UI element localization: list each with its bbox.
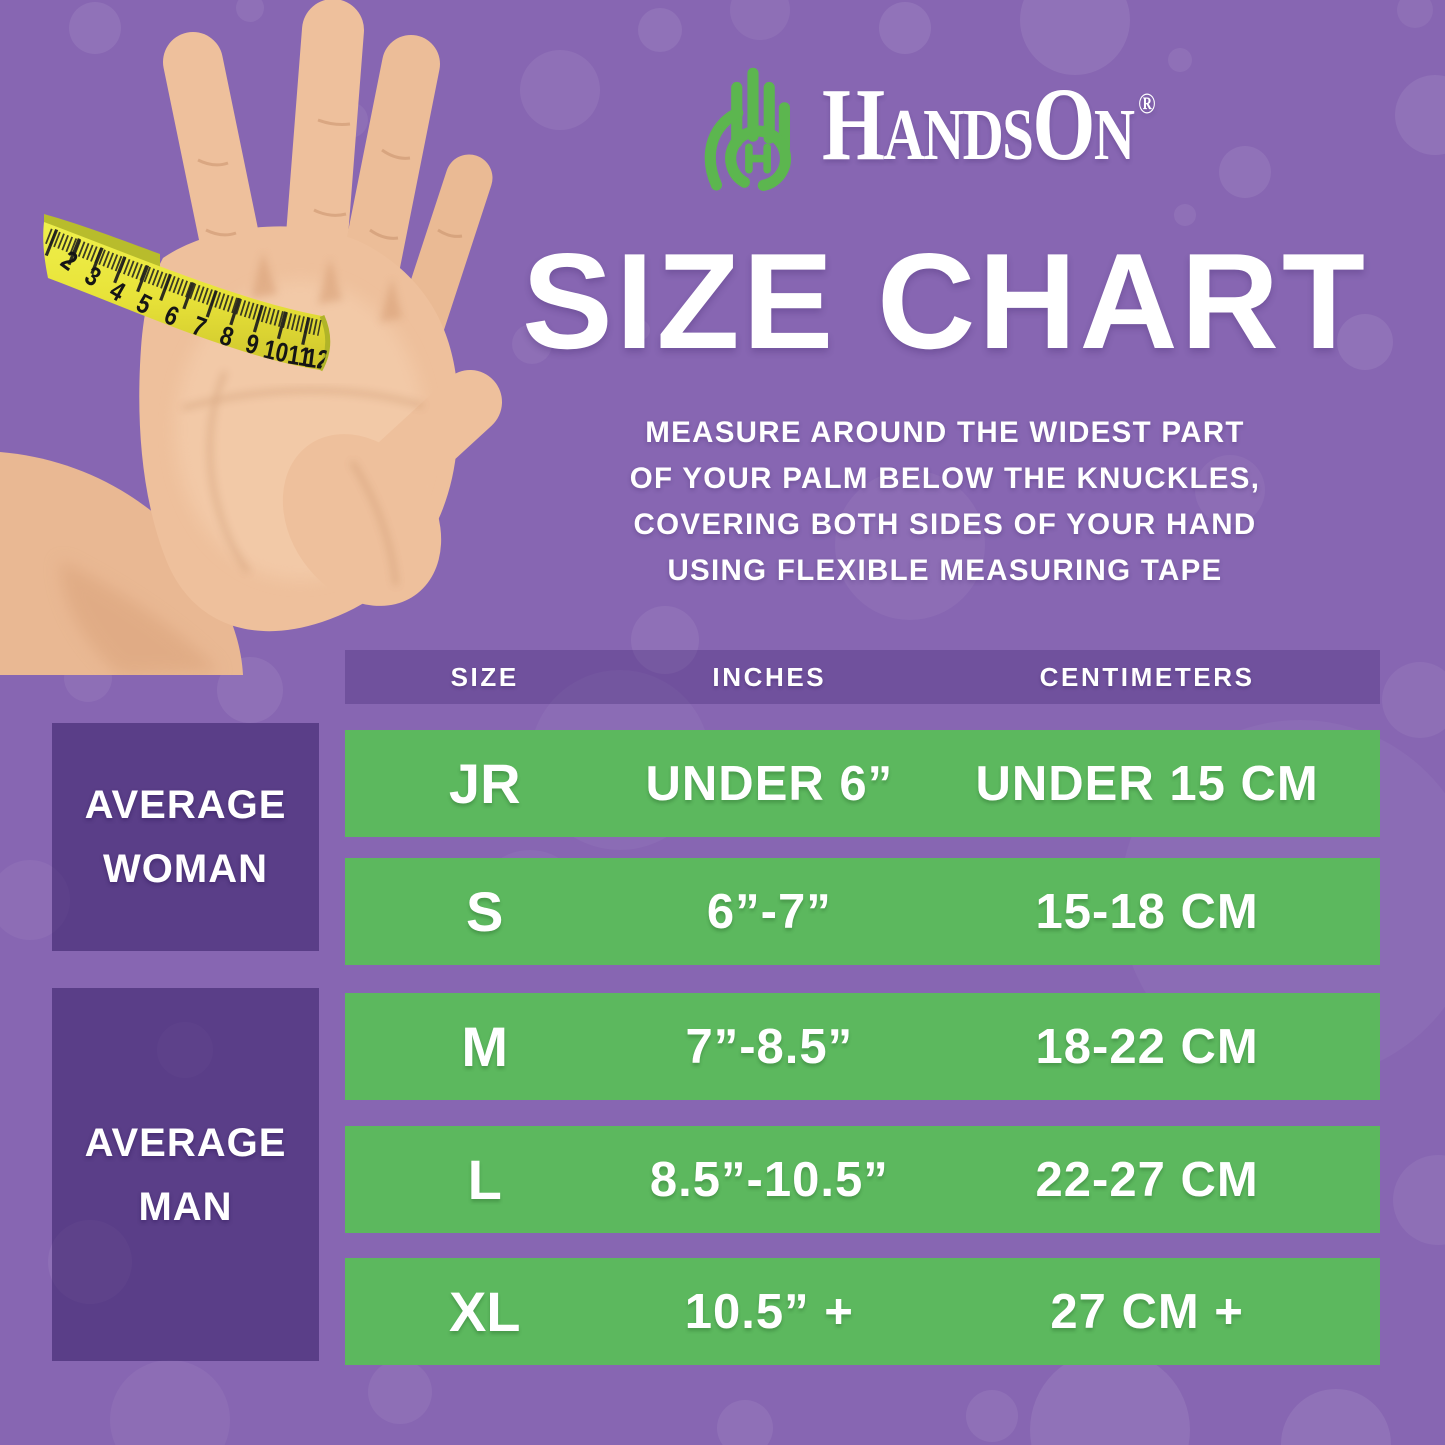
centimeters-cell: 22-27 CM [1035,1152,1259,1207]
instruction-line: MEASURE AROUND THE WIDEST PART [645,416,1245,449]
table-row-m: M 7”-8.5” 18-22 CM [345,993,1380,1100]
size-cell: JR [448,752,521,815]
size-cell: L [467,1148,502,1211]
inches-cell: 6”-7” [706,884,832,939]
inches-cell: 7”-8.5” [685,1019,854,1074]
brand-logo: HandsOn ® [702,48,1250,196]
palm-creases [182,118,463,586]
table-row-l: L 8.5”-10.5” 22-27 CM [345,1126,1380,1233]
table-row-xl: XL 10.5” + 27 CM + [345,1258,1380,1365]
tape-minor-ticks [45,228,322,336]
tape-major-ticks [44,229,323,348]
hand-with-measuring-tape-photo: 2 3 4 5 6 7 8 9 10 11 12 [0,0,502,675]
group-label-line: AVERAGE [84,1120,287,1165]
size-cell: M [461,1015,509,1078]
centimeters-cell: 15-18 CM [1035,884,1259,939]
hand-logo-icon [704,67,792,192]
table-row-jr: JR UNDER 6” UNDER 15 CM [345,730,1380,837]
wrist [0,452,243,675]
inches-cell: 10.5” + [684,1284,854,1339]
centimeters-cell: 18-22 CM [1035,1019,1259,1074]
column-header-centimeters: CENTIMETERS [1039,661,1255,692]
table-row-s: S 6”-7” 15-18 CM [345,858,1380,965]
centimeters-cell: 27 CM + [1050,1284,1244,1339]
brand-name: HandsOn ® [822,67,1156,182]
knuckle-shadows [251,252,402,322]
group-label-line: WOMAN [103,847,268,891]
page-title: SIZE CHART [522,225,1368,377]
group-label-average-woman: AVERAGE WOMAN [52,723,319,951]
group-label-line: AVERAGE [84,783,287,827]
size-cell: XL [448,1280,521,1343]
measuring-tape: 2 3 4 5 6 7 8 9 10 11 12 [43,214,331,372]
group-label-average-man: AVERAGE MAN [52,988,319,1361]
instruction-line: USING FLEXIBLE MEASURING TAPE [667,554,1223,587]
table-column-headers: SIZE INCHES CENTIMETERS [345,650,1380,704]
group-label-line: MAN [138,1184,233,1229]
column-header-size: SIZE [450,661,519,692]
thumb [340,370,502,524]
measuring-instructions: MEASURE AROUND THE WIDEST PART OF YOUR P… [470,410,1420,594]
inches-cell: UNDER 6” [645,756,894,811]
instruction-line: COVERING BOTH SIDES OF YOUR HAND [633,508,1257,541]
inches-cell: 8.5”-10.5” [649,1152,889,1207]
centimeters-cell: UNDER 15 CM [975,756,1319,811]
size-cell: S [466,880,504,943]
column-header-inches: INCHES [712,661,827,692]
instruction-line: OF YOUR PALM BELOW THE KNUCKLES, [629,462,1261,495]
registered-trademark-icon: ® [1138,87,1156,120]
